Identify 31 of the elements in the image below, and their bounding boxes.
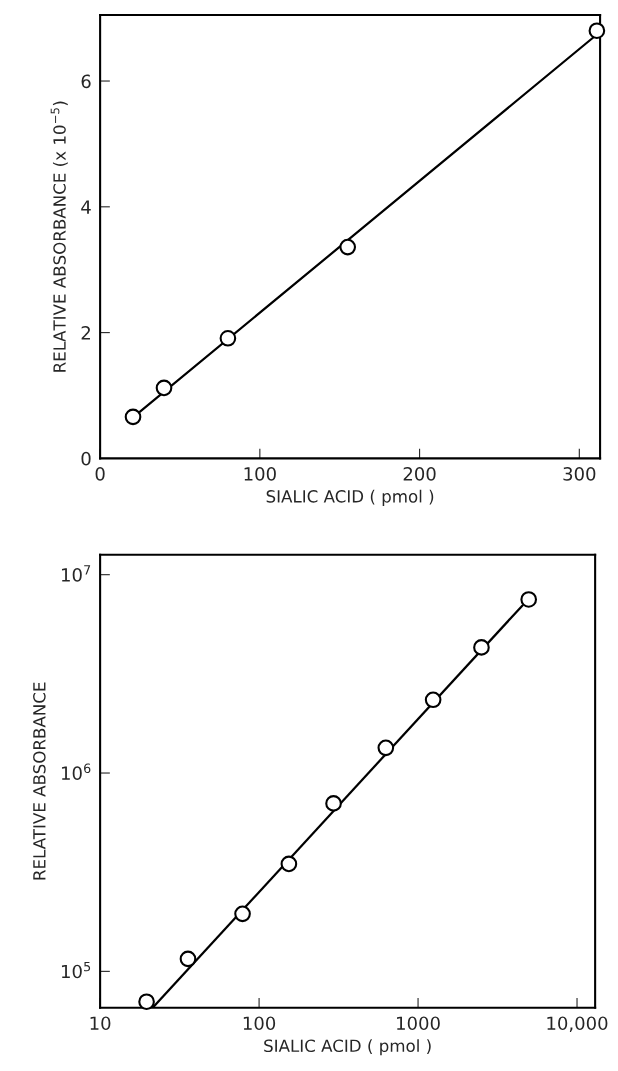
x-tick-label: 300 <box>563 467 596 481</box>
point <box>219 329 237 347</box>
x-tick-label: 1000 <box>397 1016 440 1031</box>
point <box>155 379 173 397</box>
point <box>473 639 490 656</box>
point <box>339 238 357 256</box>
point <box>520 591 538 608</box>
y-tick-label: 10$^{5}$ <box>61 961 91 979</box>
point <box>138 993 155 1011</box>
y-tick-label: 2 <box>81 326 90 340</box>
point <box>280 855 298 873</box>
point <box>234 905 251 923</box>
point <box>588 22 606 40</box>
x-tick-label: 10 <box>90 1016 111 1031</box>
y-axis-title: RELATIVE ABSORBANCE <box>33 682 46 880</box>
y-tick-label: 0 <box>81 451 91 466</box>
x-tick-label: 100 <box>243 1016 276 1031</box>
x-tick-label: 100 <box>244 467 276 481</box>
x-tick-label: 200 <box>403 467 436 481</box>
x-tick-label: 10,000 <box>547 1016 608 1032</box>
x-tick-label: 0 <box>95 467 105 481</box>
point <box>424 691 442 709</box>
x-axis-title: SIALIC ACID ( pmol ) <box>264 1039 431 1056</box>
y-tick-label: 10$^{6}$ <box>61 763 91 780</box>
point <box>377 739 395 757</box>
point <box>124 408 142 426</box>
y-tick-label: 4 <box>81 200 91 214</box>
y-axis-title: RELATIVE ABSORBANCE (x 10$^{−5}$) <box>50 101 68 372</box>
y-tick-label: 10$^{7}$ <box>61 565 91 582</box>
y-tick-label: 6 <box>81 74 91 89</box>
x-axis-title: SIALIC ACID ( pmol ) <box>266 489 434 506</box>
